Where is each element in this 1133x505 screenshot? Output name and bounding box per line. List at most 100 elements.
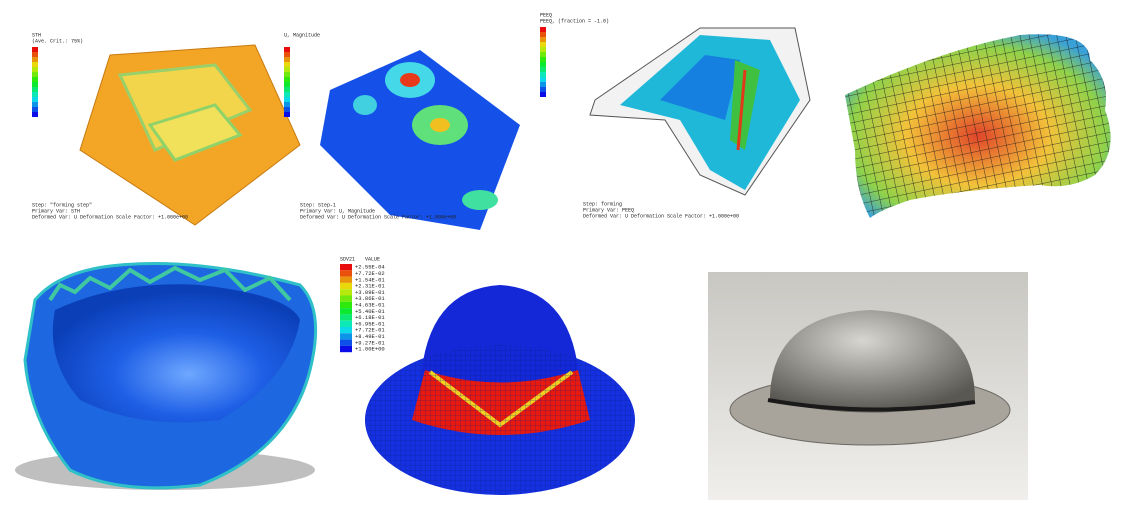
step-line: Step: Step-1	[300, 202, 336, 208]
panel-bowl	[15, 262, 318, 490]
panel-hat	[365, 285, 635, 495]
color-swatch	[540, 87, 546, 92]
color-swatch	[284, 107, 290, 112]
color-swatch	[284, 102, 290, 107]
step-line: Deformed Var: U Deformation Scale Factor…	[300, 214, 456, 220]
color-swatch	[284, 57, 290, 62]
legend-title: STH	[32, 32, 41, 38]
color-swatch	[540, 32, 546, 37]
legend-label: +2.31E-01	[355, 283, 385, 290]
color-swatch	[284, 77, 290, 82]
cavity	[147, 103, 243, 162]
step-line: Deformed Var: U Deformation Scale Factor…	[583, 213, 739, 219]
dome	[770, 310, 975, 413]
legend-label: +4.63E-01	[355, 301, 385, 308]
strain	[730, 60, 760, 150]
mesh	[365, 345, 635, 495]
color-swatch	[340, 282, 352, 290]
color-swatch	[340, 345, 352, 353]
crack	[767, 398, 976, 412]
color-swatch	[340, 264, 352, 271]
legend-label: +6.18E-01	[355, 314, 385, 321]
step-line: Primary Var: STH	[32, 208, 80, 214]
color-swatch	[32, 97, 38, 102]
labels: STH(Ave. Crit.: 75%) Step: "forming step"…	[32, 12, 739, 353]
color-swatch	[540, 47, 546, 52]
color-swatch	[340, 314, 352, 321]
blob	[462, 190, 498, 210]
legend-label: +7.72E-01	[355, 327, 385, 334]
color-swatch	[340, 333, 352, 340]
color-swatch	[284, 87, 290, 92]
color-swatch	[32, 102, 38, 107]
legend-title: U, Magnitude	[284, 32, 320, 38]
strain	[660, 55, 740, 120]
color-swatch	[540, 42, 546, 47]
blob	[353, 95, 377, 115]
color-swatch	[32, 77, 38, 82]
color-swatch	[340, 320, 352, 327]
color-swatch	[284, 97, 290, 102]
color-swatch	[540, 62, 546, 67]
color-swatch	[540, 72, 546, 77]
color-swatch	[340, 295, 352, 302]
color-swatch	[32, 87, 38, 92]
step-line: Step: forming	[583, 201, 622, 207]
plate	[320, 50, 520, 230]
legend-title: PEEQ	[540, 12, 552, 18]
color-swatch	[340, 289, 352, 296]
blob	[430, 118, 450, 132]
color-swatch	[284, 47, 290, 52]
color-swatch	[32, 67, 38, 72]
color-swatch	[284, 52, 290, 57]
step-line: Primary Var: U, Magnitude	[300, 208, 375, 214]
panel-umag	[320, 50, 520, 230]
legend-label: +8.49E-01	[355, 333, 385, 340]
blob	[400, 73, 420, 87]
legend-label: +1.54E-01	[355, 276, 385, 283]
color-swatch	[284, 67, 290, 72]
color-swatch	[32, 57, 38, 62]
step-line: Step: "forming step"	[32, 202, 92, 208]
legend-label: +2.55E-04	[355, 264, 385, 271]
color-swatch	[32, 92, 38, 97]
color-swatch	[284, 72, 290, 77]
color-swatch	[284, 82, 290, 87]
color-swatch	[540, 77, 546, 82]
color-swatch	[284, 62, 290, 67]
color-swatch	[540, 37, 546, 42]
color-swatch	[284, 112, 290, 117]
color-swatch	[540, 82, 546, 87]
color-swatch	[540, 57, 546, 62]
color-swatch	[340, 301, 352, 309]
step-line: Primary Var: PEEQ	[583, 207, 634, 213]
color-swatch	[540, 27, 546, 32]
legend-label: +3.09E-01	[355, 289, 385, 296]
legend-label: +1.00E+00	[355, 346, 385, 353]
panel-warped-mesh	[845, 34, 1111, 219]
color-swatch	[540, 67, 546, 72]
legend-subtitle: (Ave. Crit.: 75%)	[32, 38, 83, 44]
color-swatch	[32, 107, 38, 112]
legend-label: +6.95E-01	[355, 320, 385, 327]
color-swatch	[32, 112, 38, 117]
color-swatch	[340, 339, 352, 346]
legend-label: +9.27E-01	[355, 339, 385, 346]
color-swatch	[340, 327, 352, 334]
color-swatch	[340, 308, 352, 315]
color-swatch	[284, 92, 290, 97]
color-swatch	[340, 276, 352, 283]
color-swatch	[340, 270, 352, 277]
legend-title: SDV21	[340, 256, 355, 262]
color-swatch	[32, 62, 38, 67]
color-swatch	[540, 52, 546, 57]
color-swatch	[32, 52, 38, 57]
bowl-inner	[52, 284, 301, 423]
color-swatch	[540, 92, 546, 97]
color-swatch	[32, 72, 38, 77]
legend-label: +3.86E-01	[355, 295, 385, 302]
panel-peeq	[589, 27, 811, 196]
legend-label: +7.72E-02	[355, 270, 385, 277]
rim	[48, 265, 292, 302]
mesh	[845, 34, 1111, 219]
